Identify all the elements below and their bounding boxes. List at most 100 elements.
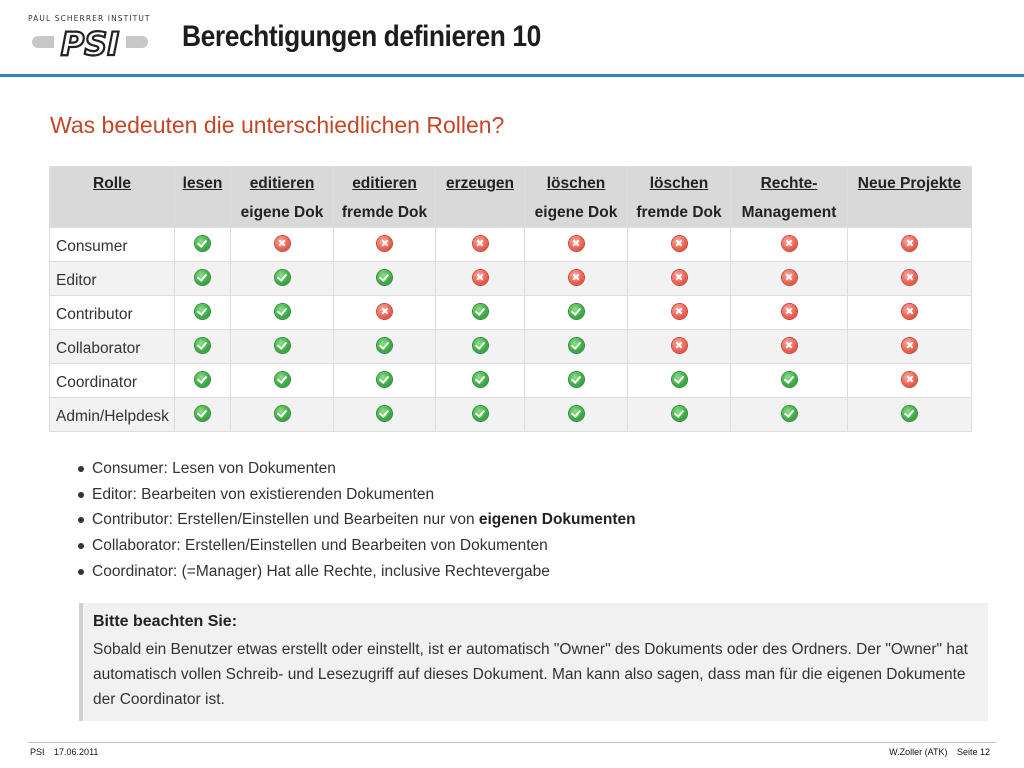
check-circle-icon (472, 405, 488, 421)
permission-cell (730, 329, 848, 364)
permission-cell (435, 329, 525, 364)
role-name-cell: Coordinator (49, 363, 175, 398)
permission-cell (435, 261, 525, 296)
column-header-label: editieren (352, 175, 417, 192)
check-circle-icon (781, 405, 797, 421)
permission-cell (435, 295, 525, 330)
x-circle-icon (671, 303, 687, 319)
permission-cell (730, 261, 848, 296)
column-header-label: erzeugen (445, 175, 515, 192)
table-row: Collaborator (49, 329, 972, 364)
check-circle-icon (568, 405, 584, 421)
permission-cell (174, 363, 231, 398)
role-name: Collaborator (56, 339, 141, 357)
list-item-emphasis: eigenen Dokumenten (478, 511, 636, 529)
check-circle-icon (902, 405, 917, 421)
role-name: Coordinator (56, 373, 137, 391)
permission-cell (627, 295, 731, 330)
x-circle-icon (377, 303, 392, 319)
permission-cell (230, 295, 334, 330)
permission-cell (524, 397, 628, 432)
role-name-cell: Consumer (49, 227, 175, 262)
permission-cell (524, 329, 628, 364)
table-row: Admin/Helpdesk (49, 397, 972, 432)
roles-permission-table: Rolle lesen editieren eigene Dok editieren fr… (49, 166, 972, 432)
column-header-sublabel: fremde Dok (341, 204, 428, 221)
check-circle-icon (568, 337, 584, 353)
permission-cell (230, 329, 334, 364)
permission-cell (524, 227, 628, 262)
permission-cell (730, 295, 848, 330)
table-row: Editor (49, 261, 972, 296)
x-circle-icon (671, 269, 687, 285)
check-circle-icon (195, 235, 210, 251)
permission-cell (627, 227, 731, 262)
column-header-label: löschen (649, 175, 709, 192)
x-circle-icon (781, 235, 797, 251)
psi-logo-icon: PSI (32, 24, 148, 64)
column-header: löschen fremde Dok (627, 166, 731, 228)
column-header-label: Rolle (93, 175, 131, 192)
check-circle-icon (195, 269, 210, 285)
column-header: editieren eigene Dok (230, 166, 334, 228)
permission-cell (230, 261, 334, 296)
check-circle-icon (274, 405, 290, 421)
check-circle-icon (472, 371, 488, 387)
permission-cell (435, 227, 525, 262)
list-item: Collaborator: Erstellen/Einstellen und B… (76, 535, 636, 561)
role-name: Consumer (56, 237, 128, 255)
permission-cell (333, 397, 436, 432)
role-name-cell: Admin/Helpdesk (49, 397, 175, 432)
x-circle-icon (472, 269, 488, 285)
check-circle-icon (671, 405, 687, 421)
list-item-text: Editor: Bearbeiten von existierenden Dok… (92, 485, 435, 503)
permission-cell (730, 397, 848, 432)
footer-page-number: Seite 12 (956, 747, 990, 757)
check-circle-icon (377, 269, 392, 285)
column-header-sublabel: fremde Dok (636, 204, 722, 221)
psi-logo: PAUL SCHERRER INSTITUT PSI (28, 14, 152, 64)
footer-right: W.Zoller (ATK) Seite 12 (889, 747, 990, 757)
footer-author: W.Zoller (ATK) (889, 747, 948, 757)
list-item-text: Coordinator: (=Manager) Hat alle Rechte,… (92, 562, 550, 580)
permission-cell (627, 397, 731, 432)
permission-cell (174, 397, 231, 432)
permission-cell (333, 261, 436, 296)
header-divider (0, 74, 1024, 77)
column-header-label: löschen (546, 175, 606, 192)
permission-cell (333, 227, 436, 262)
check-circle-icon (781, 371, 797, 387)
permission-cell (333, 295, 436, 330)
permission-cell (847, 397, 972, 432)
x-circle-icon (902, 371, 917, 387)
check-circle-icon (195, 371, 210, 387)
list-item-text: Contributor: Erstellen/Einstellen und Be… (92, 511, 479, 529)
check-circle-icon (274, 303, 290, 319)
check-circle-icon (377, 371, 392, 387)
note-title: Bitte beachten Sie: (93, 613, 238, 630)
x-circle-icon (274, 235, 290, 251)
x-circle-icon (781, 303, 797, 319)
list-item: Coordinator: (=Manager) Hat alle Rechte,… (76, 561, 636, 587)
column-header-sublabel: Management (741, 204, 837, 221)
permission-cell (627, 329, 731, 364)
x-circle-icon (472, 235, 488, 251)
role-name: Contributor (56, 305, 133, 323)
permission-cell (627, 261, 731, 296)
column-header: Neue Projekte (847, 166, 972, 228)
column-header-label: lesen (182, 175, 223, 192)
column-header: Rechte- Management (730, 166, 848, 228)
permission-cell (435, 363, 525, 398)
check-circle-icon (472, 303, 488, 319)
check-circle-icon (274, 269, 290, 285)
list-item-text: Consumer: Lesen von Dokumenten (92, 460, 336, 477)
column-header-label: Neue Projekte (857, 175, 962, 192)
section-question: Was bedeuten die unterschiedlichen Rolle… (50, 112, 505, 138)
permission-cell (230, 363, 334, 398)
x-circle-icon (781, 269, 797, 285)
table-row: Contributor (49, 295, 972, 330)
role-name: Editor (56, 271, 97, 289)
note-text: Sobald ein Benutzer etwas erstellt oder … (93, 641, 968, 708)
list-item-text: Collaborator: Erstellen/Einstellen und B… (92, 537, 548, 555)
footer-divider (28, 742, 996, 743)
